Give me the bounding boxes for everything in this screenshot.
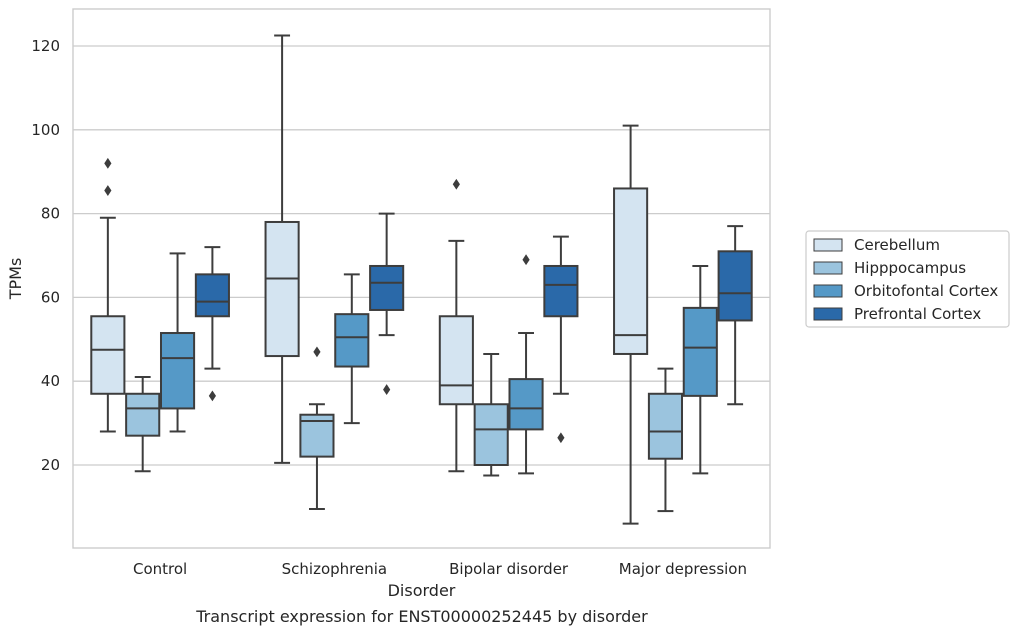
iqr-box [369,264,405,311]
x-axis-ticks: Control Schizophrenia Bipolar disorder Majo… [133,560,747,578]
outlier-point [313,346,321,358]
iqr-box [473,403,509,466]
outlier-point [104,185,112,196]
outlier-point [452,178,460,190]
outlier-point [104,157,112,169]
box-hipppocampus [473,352,509,477]
y-axis-title: TPMs [6,258,25,301]
box-orbitofontal-cortex [682,264,718,475]
iqr-box [264,220,300,358]
y-axis-ticks: 20 40 60 80 100 120 [31,37,60,474]
box-prefrontal-cortex [194,246,230,402]
plot-area-frame [72,8,771,549]
x-tick-label: Major depression [619,560,747,578]
box-cerebellum [264,34,300,464]
iqr-box [647,392,684,460]
legend-swatch [813,284,843,298]
box-cerebellum [613,124,649,525]
box-orbitofontal-cortex [334,273,370,425]
x-tick-label: Schizophrenia [282,560,387,578]
y-tick-label: 60 [41,288,60,306]
box-orbitofontal-cortex [159,252,196,433]
legend-swatch [813,307,843,321]
x-tick-label: Control [133,560,187,578]
iqr-box [508,378,544,431]
iqr-box [90,315,126,395]
x-tick-label: Bipolar disorder [449,560,569,578]
outlier-point [522,254,530,266]
y-tick-label: 40 [41,372,60,390]
figure-caption: Transcript expression for ENST0000025244… [195,607,648,626]
box-cerebellum [438,178,474,473]
legend: Cerebellum Hipppocampus Orbitofontal Corte… [805,230,1010,328]
iqr-box [125,392,161,437]
legend-label: Cerebellum [854,236,940,254]
legend-frame [805,230,1010,328]
iqr-box [717,250,753,322]
x-axis-title: Disorder [388,581,456,600]
iqr-box [159,332,196,410]
box-prefrontal-cortex [717,225,753,406]
box-prefrontal-cortex [369,212,405,395]
box-hipppocampus [647,367,684,513]
box-hipppocampus [125,376,161,473]
box-series-group [90,34,753,525]
legend-swatch [813,238,843,252]
y-tick-label: 120 [31,37,60,55]
y-tick-label: 80 [41,205,60,223]
iqr-box [543,264,579,318]
legend-swatch [813,261,843,275]
y-tick-label: 20 [41,456,60,474]
outlier-point [208,390,216,402]
iqr-box [334,313,370,368]
legend-label: Hipppocampus [854,259,966,277]
box-prefrontal-cortex [543,235,579,444]
legend-label: Prefrontal Cortex [854,305,981,323]
iqr-box [438,315,474,406]
box-hipppocampus [299,346,335,510]
outlier-point [383,384,391,395]
legend-label: Orbitofontal Cortex [854,282,998,300]
iqr-box [194,273,230,318]
iqr-box [613,187,649,355]
iqr-box [682,306,718,397]
y-tick-label: 100 [31,121,60,139]
outlier-point [557,432,565,444]
box-cerebellum [90,157,126,433]
box-orbitofontal-cortex [508,254,544,475]
